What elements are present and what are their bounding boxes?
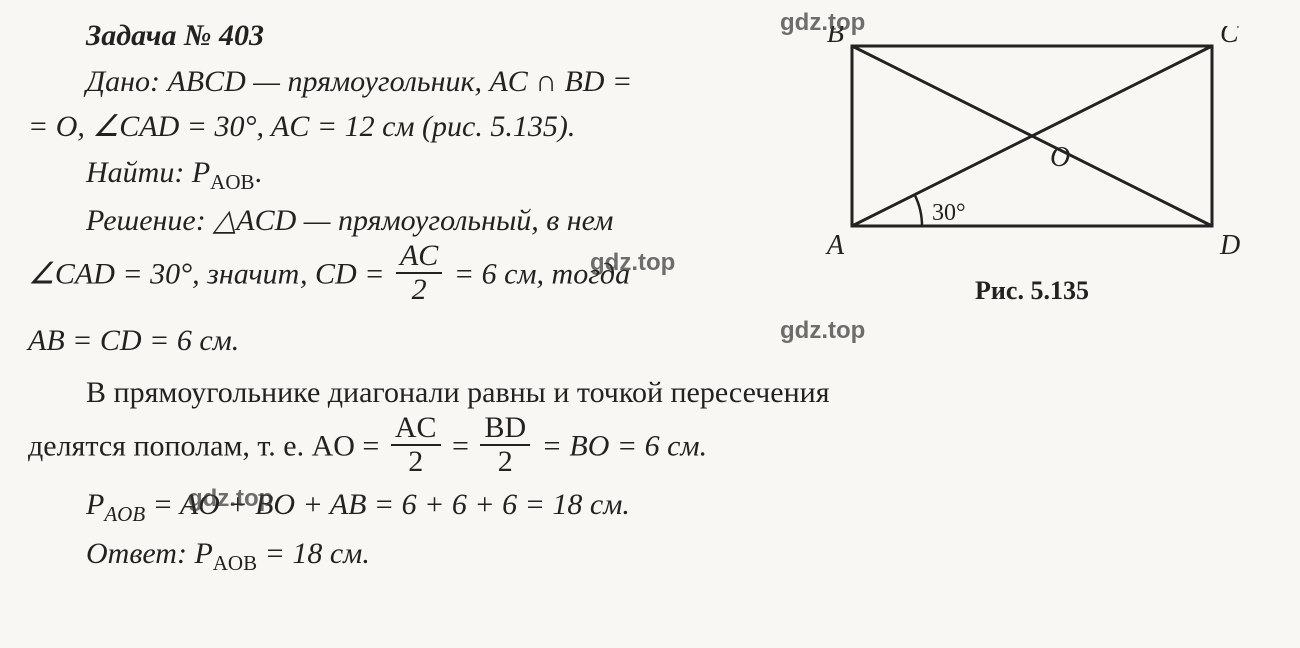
- solution-text-1: △ACD — прямоугольный, в нем: [206, 204, 614, 237]
- vertex-label-A: A: [825, 230, 845, 261]
- given-line-2: = O, ∠CAD = 30°, AC = 12 см (рис. 5.135)…: [28, 105, 768, 149]
- frac3-den: 2: [480, 444, 530, 478]
- problem-text: Задача № 403 Дано: ABCD — прямоугольник,…: [28, 14, 768, 309]
- para2b-mid: =: [445, 430, 477, 463]
- sol2-b: = 6 см, тогда: [446, 258, 630, 291]
- rectangle-diagram: B C A D O 30°: [802, 26, 1262, 266]
- given-line-1: Дано: ABCD — прямоугольник, AC ∩ BD =: [28, 60, 768, 104]
- fraction-AC-2b: AC2: [391, 412, 441, 477]
- perim-sub: AOB: [104, 502, 145, 526]
- find-symbol: P: [184, 156, 210, 189]
- find-subscript: AOB: [210, 170, 254, 194]
- perim-P: P: [86, 488, 104, 521]
- angle-label-30: 30°: [932, 200, 966, 226]
- para2b-b: = BO = 6 см.: [534, 430, 707, 463]
- frac2-den: 2: [391, 444, 441, 478]
- answer-label: Ответ:: [86, 537, 187, 570]
- vertex-label-C: C: [1220, 26, 1239, 49]
- frac1-num: AC: [396, 240, 442, 272]
- answer-line: Ответ: PAOB = 18 см.: [28, 532, 1272, 578]
- problem-title: Задача № 403: [86, 14, 768, 58]
- given-text-1: ABCD — прямоугольник, AC ∩ BD =: [160, 65, 632, 98]
- perim-expr: = AO + BO + AB = 6 + 6 + 6 = 18 см.: [145, 488, 630, 521]
- frac3-num: BD: [480, 412, 530, 444]
- page: B C A D O 30° Рис. 5.135 Задача № 403 Да…: [0, 0, 1300, 648]
- find-line: Найти: PAOB.: [28, 151, 768, 197]
- answer-P: P: [187, 537, 213, 570]
- figure-caption: Рис. 5.135: [802, 272, 1262, 310]
- find-period: .: [255, 156, 263, 189]
- vertex-label-D: D: [1219, 230, 1240, 261]
- para-diagonals-1: В прямоугольнике диагонали равны и точко…: [28, 371, 1272, 415]
- frac1-den: 2: [396, 272, 442, 306]
- given-label: Дано:: [86, 65, 160, 98]
- sol2-a: ∠CAD = 30°, значит, CD =: [28, 258, 392, 291]
- figure-5-135: B C A D O 30° Рис. 5.135: [802, 26, 1262, 310]
- fraction-AC-2: AC2: [396, 240, 442, 305]
- solution-line-1: Решение: △ACD — прямоугольный, в нем: [28, 199, 768, 243]
- solution-line-2: ∠CAD = 30°, значит, CD = AC2 = 6 см, тог…: [28, 244, 768, 309]
- answer-sub: AOB: [213, 551, 257, 575]
- find-label: Найти:: [86, 156, 184, 189]
- perimeter-line: PAOB = AO + BO + AB = 6 + 6 + 6 = 18 см.: [28, 483, 1272, 529]
- para-diagonals-2: делятся пополам, т. е. AO = AC2 = BD2 = …: [28, 416, 1272, 481]
- vertex-label-B: B: [827, 26, 844, 49]
- solution-line-3: AB = CD = 6 см.: [28, 319, 1272, 363]
- frac2-num: AC: [391, 412, 441, 444]
- fraction-BD-2: BD2: [480, 412, 530, 477]
- solution-label: Решение:: [86, 204, 206, 237]
- angle-arc-icon: [915, 195, 922, 226]
- center-label-O: O: [1050, 142, 1070, 173]
- answer-val: = 18 см.: [257, 537, 370, 570]
- para2b-a: делятся пополам, т. е. AO =: [28, 430, 387, 463]
